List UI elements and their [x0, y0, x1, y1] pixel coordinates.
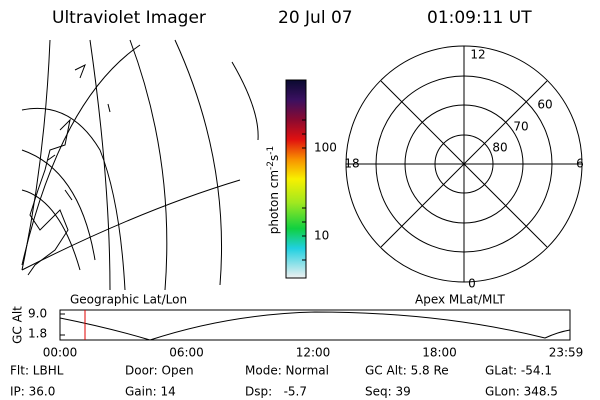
time-label: 18:00: [422, 346, 457, 360]
colorbar-label: photon cm-2s-1: [266, 146, 281, 235]
timeline-y-label: 9.0: [28, 307, 47, 321]
date: 20 Jul 07: [278, 8, 353, 28]
status-field: Dsp: -5.7: [245, 385, 307, 399]
timeline-axis-label: GC Alt: [11, 306, 25, 344]
time-label: 00:00: [43, 346, 78, 360]
status-field: Gain: 14: [125, 385, 176, 399]
status-field: GLat: -54.1: [485, 364, 552, 378]
status-field: GLon: 348.5: [485, 385, 558, 399]
instrument: Ultraviolet Imager: [52, 8, 206, 28]
lat-label: 80: [492, 141, 507, 155]
clock-label: 12: [470, 48, 485, 62]
map: [21, 39, 259, 291]
colorbar: [285, 79, 307, 279]
altitude-curve: [59, 311, 571, 341]
time-label: 23:59: [549, 346, 584, 360]
timeline-box: [59, 309, 571, 341]
timeline-title: Geographic Lat/Lon: [70, 293, 187, 307]
status-field: Flt: LBHL: [10, 364, 64, 378]
polar-grid: [345, 45, 583, 283]
colorbar-tick: 10: [314, 229, 329, 243]
time: 01:09:11 UT: [427, 8, 532, 28]
lat-label: 60: [537, 98, 552, 112]
status-field: Seq: 39: [365, 385, 411, 399]
colorbar-tick: 100: [314, 141, 337, 155]
clock-label: 6: [576, 157, 584, 171]
timeline-y-label: 1.8: [28, 327, 47, 341]
colorbar-ticks: [302, 119, 306, 261]
time-label: 12:00: [296, 346, 331, 360]
time-label: 06:00: [169, 346, 204, 360]
clock-label: 0: [468, 277, 476, 291]
status-field: GC Alt: 5.8 Re: [365, 364, 449, 378]
status-field: IP: 36.0: [10, 385, 55, 399]
clock-label: 18: [344, 157, 359, 171]
timeline-title: Apex MLat/MLT: [415, 293, 505, 307]
lat-label: 70: [513, 120, 528, 134]
status-field: Mode: Normal: [245, 364, 329, 378]
timeline-ticks: [60, 313, 65, 336]
status-field: Door: Open: [125, 364, 194, 378]
